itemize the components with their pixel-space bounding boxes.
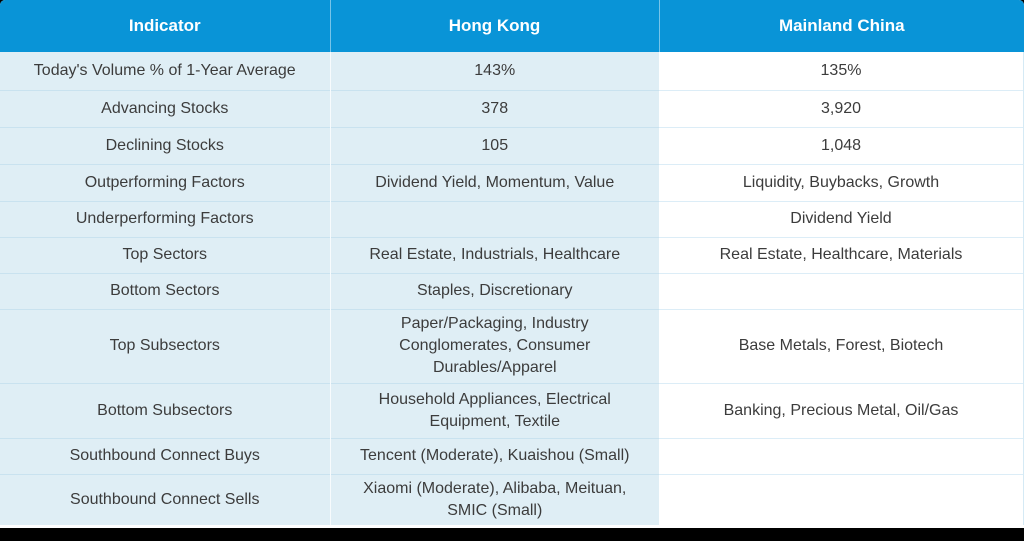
mainland-china-cell: 135% [659,52,1024,90]
hong-kong-cell: Dividend Yield, Momentum, Value [329,163,659,201]
mainland-china-cell: Base Metals, Forest, Biotech [659,308,1024,383]
table-row: Advancing Stocks 378 3,920 [0,89,1024,127]
table-row: Bottom Subsectors Household Appliances, … [0,382,1024,438]
mainland-china-cell: 3,920 [659,89,1024,127]
indicator-cell: Underperforming Factors [0,200,330,237]
hong-kong-cell: 105 [329,126,659,164]
indicator-cell: Outperforming Factors [0,163,330,201]
column-header-mainland-china: Mainland China [658,0,1024,52]
header-row: Indicator Hong Kong Mainland China [0,0,1024,52]
indicator-cell: Southbound Connect Buys [0,437,330,474]
hong-kong-cell: Staples, Discretionary [329,272,659,309]
table-row: Today's Volume % of 1-Year Average 143% … [0,52,1024,90]
table-row: Bottom Sectors Staples, Discretionary [0,272,1024,309]
market-breadth-table-frame: Indicator Hong Kong Mainland China Today… [0,0,1024,528]
table-row: Southbound Connect Buys Tencent (Moderat… [0,437,1024,474]
table-body: Today's Volume % of 1-Year Average 143% … [0,52,1024,525]
indicator-cell: Bottom Sectors [0,272,330,309]
table-row: Top Sectors Real Estate, Industrials, He… [0,236,1024,273]
hong-kong-cell: Paper/Packaging, Industry Conglomerates,… [329,308,659,383]
hong-kong-cell [329,200,659,237]
mainland-china-cell: Real Estate, Healthcare, Materials [659,236,1024,273]
indicator-cell: Today's Volume % of 1-Year Average [0,52,330,90]
mainland-china-cell: Liquidity, Buybacks, Growth [659,163,1024,201]
table-row: Top Subsectors Paper/Packaging, Industry… [0,308,1024,383]
mainland-china-cell: 1,048 [659,126,1024,164]
mainland-china-cell: Dividend Yield [659,200,1024,237]
bottom-black-bar [0,528,1024,541]
indicator-cell: Top Sectors [0,236,330,273]
hong-kong-cell: Real Estate, Industrials, Healthcare [329,236,659,273]
mainland-china-cell [659,437,1024,474]
market-breadth-table: Indicator Hong Kong Mainland China Today… [0,0,1024,525]
mainland-china-cell [659,473,1024,525]
column-header-indicator: Indicator [0,0,330,52]
table-row: Outperforming Factors Dividend Yield, Mo… [0,163,1024,201]
indicator-cell: Declining Stocks [0,126,330,164]
table-header: Indicator Hong Kong Mainland China [0,0,1024,52]
table-row: Underperforming Factors Dividend Yield [0,200,1024,237]
table-row: Southbound Connect Sells Xiaomi (Moderat… [0,473,1024,525]
indicator-cell: Southbound Connect Sells [0,473,330,525]
hong-kong-cell: 378 [329,89,659,127]
indicator-cell: Bottom Subsectors [0,382,330,438]
hong-kong-cell: Tencent (Moderate), Kuaishou (Small) [329,437,659,474]
column-header-hong-kong: Hong Kong [329,0,659,52]
table-row: Declining Stocks 105 1,048 [0,126,1024,164]
hong-kong-cell: Household Appliances, Electrical Equipme… [329,382,659,438]
mainland-china-cell: Banking, Precious Metal, Oil/Gas [659,382,1024,438]
indicator-cell: Advancing Stocks [0,89,330,127]
indicator-cell: Top Subsectors [0,308,330,383]
hong-kong-cell: Xiaomi (Moderate), Alibaba, Meituan, SMI… [329,473,659,525]
mainland-china-cell [659,272,1024,309]
hong-kong-cell: 143% [329,52,659,90]
